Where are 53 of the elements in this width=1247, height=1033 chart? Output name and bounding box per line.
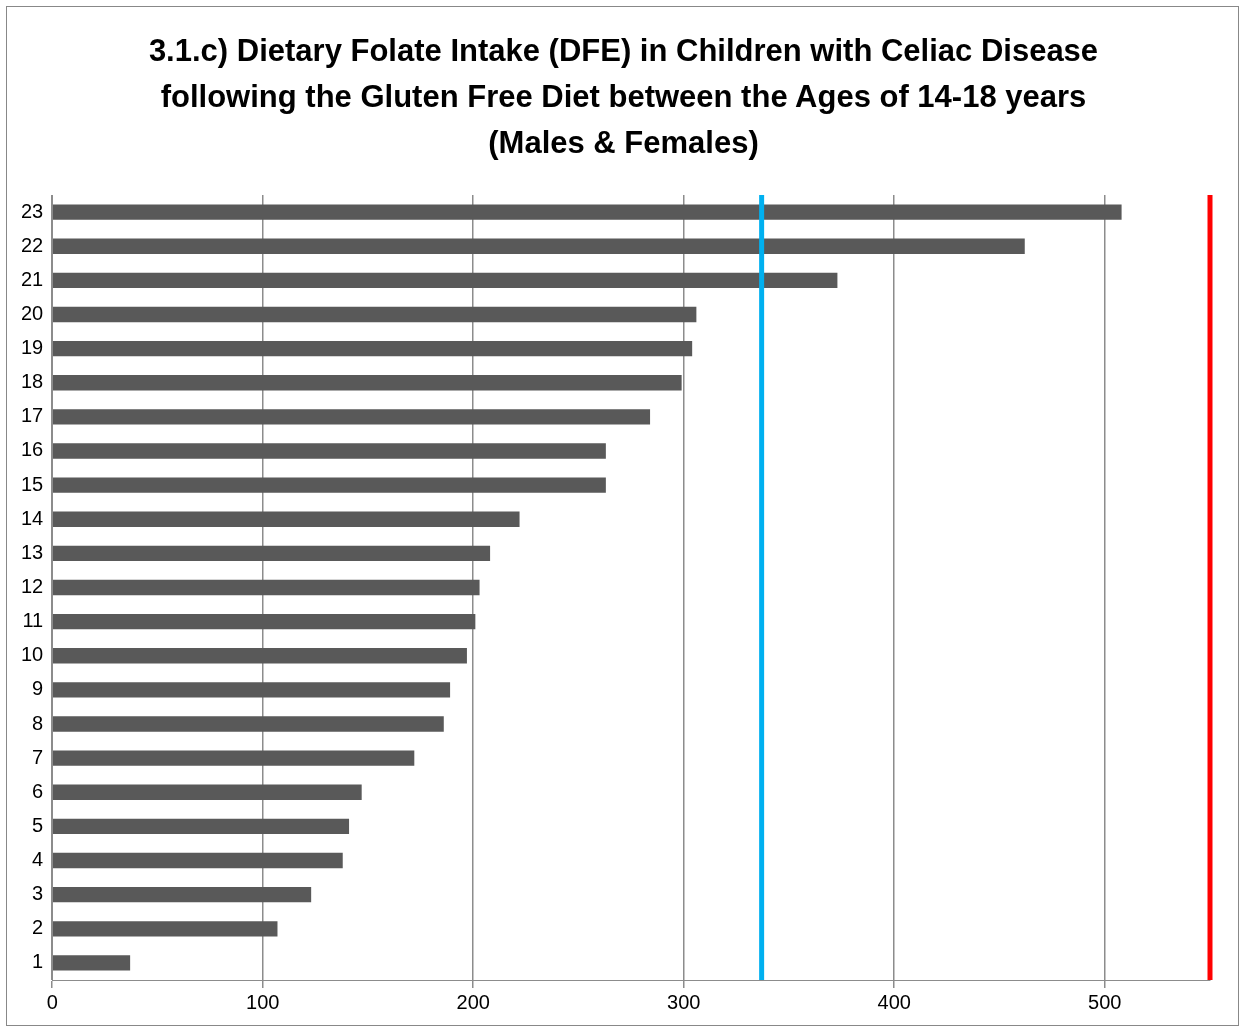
y-tick-label: 21 bbox=[21, 267, 44, 290]
y-tick-label: 7 bbox=[32, 745, 44, 768]
y-tick-label: 2 bbox=[32, 916, 44, 939]
y-tick-label: 5 bbox=[32, 813, 44, 836]
y-tick-label: 8 bbox=[32, 711, 44, 734]
x-tick-label: 400 bbox=[877, 990, 911, 1013]
y-tick-label: 20 bbox=[21, 301, 44, 324]
y-tick-label: 22 bbox=[21, 233, 44, 256]
bar bbox=[53, 750, 415, 766]
y-tick-label: 4 bbox=[32, 848, 44, 871]
bar bbox=[53, 648, 467, 664]
chart-title: 3.1.c) Dietary Folate Intake (DFE) in Children with Celiac Disease following the Gluten Free Diet between the Ages of 14-18 years (Males & Females) bbox=[147, 32, 1100, 162]
y-tick-label: 12 bbox=[21, 575, 44, 598]
x-tick-label: 100 bbox=[246, 990, 280, 1013]
bar bbox=[53, 511, 520, 527]
x-tick-label: 300 bbox=[667, 990, 701, 1013]
bar bbox=[53, 238, 1025, 254]
x-tick-label: 0 bbox=[46, 990, 58, 1013]
y-tick-label: 15 bbox=[21, 472, 44, 495]
y-tick-label: 23 bbox=[21, 199, 44, 222]
bar bbox=[53, 306, 697, 323]
bar bbox=[53, 818, 350, 835]
x-tick-label: 200 bbox=[456, 990, 490, 1013]
y-tick-label: 6 bbox=[32, 779, 44, 802]
y-tick-label: 3 bbox=[32, 882, 44, 905]
bar bbox=[53, 340, 693, 357]
bar bbox=[53, 545, 491, 562]
y-tick-label: 14 bbox=[21, 506, 44, 529]
bar bbox=[53, 955, 131, 971]
bar bbox=[53, 272, 838, 289]
y-tick-label: 16 bbox=[21, 438, 44, 461]
y-tick-label: 1 bbox=[32, 950, 44, 973]
bar bbox=[53, 852, 343, 869]
y-tick-label: 9 bbox=[32, 677, 44, 700]
bar bbox=[53, 921, 278, 937]
bar bbox=[53, 375, 682, 391]
y-tick-label: 10 bbox=[21, 643, 44, 666]
y-tick-label: 19 bbox=[21, 336, 44, 359]
y-tick-label: 13 bbox=[21, 540, 44, 563]
x-tick-label: 500 bbox=[1088, 990, 1122, 1013]
y-tick-label: 11 bbox=[22, 609, 44, 632]
bar bbox=[53, 887, 312, 903]
bar bbox=[53, 613, 476, 630]
bar bbox=[53, 204, 1122, 220]
bar bbox=[53, 682, 451, 698]
bar bbox=[53, 784, 362, 800]
bar bbox=[53, 477, 606, 493]
bar bbox=[53, 579, 480, 596]
bar bbox=[53, 443, 606, 459]
bar bbox=[53, 409, 651, 425]
bar bbox=[53, 716, 444, 732]
y-tick-label: 17 bbox=[21, 404, 44, 427]
y-tick-label: 18 bbox=[21, 370, 44, 393]
